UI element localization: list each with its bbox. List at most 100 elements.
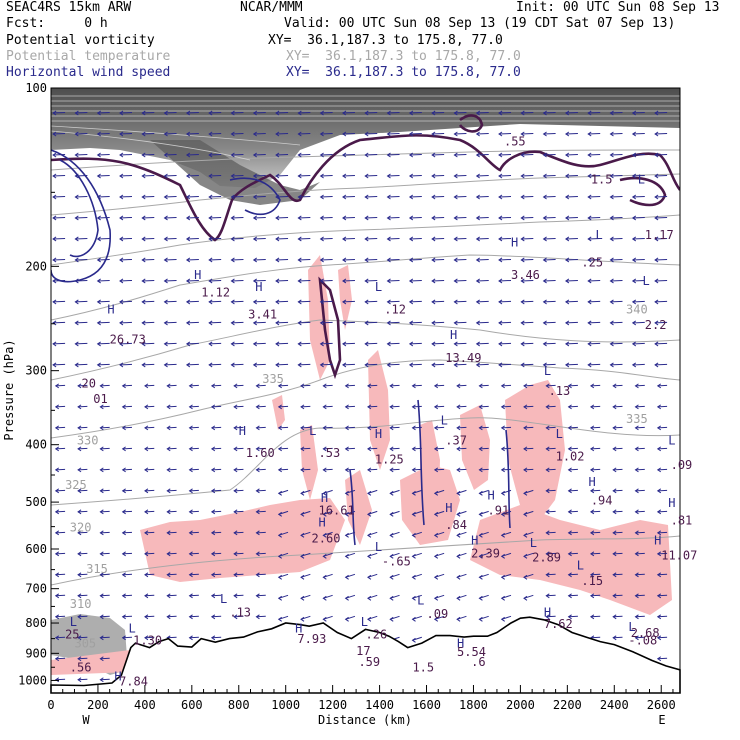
wind-vector: [565, 363, 578, 366]
wind-vector-head: [612, 572, 617, 578]
wind-vector-head: [587, 152, 592, 158]
wind-vector-head: [275, 362, 280, 368]
wind-vector-head: [565, 110, 570, 116]
wind-vector-head: [609, 152, 614, 158]
wind-vector-head: [656, 404, 662, 410]
wind-vector: [276, 133, 289, 135]
wind-vector: [412, 447, 422, 450]
wind-vector: [568, 405, 578, 408]
wind-vector-head: [344, 595, 349, 601]
x-tick-label: 2600: [647, 698, 676, 712]
wind-vector-head: [411, 446, 416, 452]
wind-vector-head: [386, 215, 391, 221]
wind-vector-head: [166, 572, 171, 578]
wind-vector: [432, 133, 445, 135]
wind-vector-head: [52, 257, 57, 263]
x-tick-label: 2400: [600, 698, 629, 712]
wind-vector: [234, 384, 244, 387]
wind-vector-head: [545, 593, 550, 599]
wind-vector-head: [208, 299, 213, 305]
wind-vector-head: [411, 425, 416, 431]
wind-vector-head: [342, 131, 347, 137]
wind-vector-head: [208, 110, 213, 116]
wind-vector-head: [208, 131, 213, 137]
terrain-profile: [50, 616, 681, 694]
wind-vector: [546, 531, 556, 534]
wind-vector-head: [565, 341, 570, 347]
wind-vector-head: [654, 257, 659, 263]
wind-vector-head: [188, 446, 193, 452]
wind-vector: [543, 133, 556, 135]
wind-vector: [189, 552, 199, 555]
wind-vector: [211, 384, 222, 387]
wind-vector: [55, 447, 66, 450]
wind-vector-head: [565, 152, 570, 158]
wind-vector-head: [208, 257, 213, 263]
extremum-value: 26.73: [110, 333, 146, 347]
wind-vector-head: [52, 299, 57, 305]
wind-vector-head: [300, 532, 305, 538]
wind-vector: [164, 216, 177, 219]
wind-vector: [53, 174, 66, 177]
wind-vector: [432, 237, 445, 240]
wind-vector: [521, 342, 534, 345]
wind-vector-head: [252, 362, 258, 368]
wind-vector-head: [520, 341, 525, 347]
wind-vector-head: [408, 194, 414, 200]
wind-vector-head: [297, 341, 302, 347]
wind-vector-head: [99, 446, 104, 452]
wind-vector: [387, 133, 400, 135]
wind-vector-head: [589, 446, 595, 452]
wind-vector: [367, 384, 378, 387]
wind-vector: [276, 195, 289, 198]
extremum-marker: L: [128, 622, 135, 636]
wind-vector-head: [163, 173, 168, 179]
wind-vector: [211, 615, 222, 618]
wind-vector-head: [542, 194, 547, 200]
wind-vector-head: [589, 530, 595, 536]
wind-vector: [75, 321, 88, 324]
wind-vector-head: [119, 257, 124, 263]
wind-vector: [568, 447, 578, 450]
wind-vector-head: [453, 236, 458, 242]
wind-vector-head: [322, 446, 327, 452]
wind-vector-head: [208, 173, 213, 179]
wind-vector-head: [121, 572, 126, 578]
wind-vector-head: [77, 425, 82, 431]
wind-vector-head: [523, 553, 528, 559]
wind-vector: [655, 174, 668, 177]
wind-vector-head: [565, 236, 570, 242]
wind-vector-head: [210, 488, 216, 494]
wind-vector-head: [500, 532, 505, 538]
wind-vector: [610, 174, 623, 177]
wind-vector: [635, 510, 645, 513]
wind-vector-head: [54, 467, 60, 473]
wind-vector: [119, 237, 132, 240]
wind-vector-head: [367, 467, 372, 473]
wind-vector: [635, 468, 645, 471]
wind-vector-head: [297, 236, 302, 242]
wind-vector: [479, 447, 489, 450]
wind-vector-head: [210, 614, 216, 620]
wind-vector: [434, 468, 445, 471]
wind-vector: [320, 154, 333, 156]
wind-vector-head: [498, 299, 503, 305]
wind-vector-head: [141, 152, 146, 158]
wind-vector: [100, 636, 110, 639]
wind-vector: [613, 531, 623, 534]
wind-vector: [632, 342, 645, 345]
wind-vector: [75, 363, 88, 366]
wind-vector: [142, 258, 155, 261]
wind-vector-head: [589, 509, 595, 515]
wind-vector-head: [545, 446, 550, 452]
wind-vector: [298, 237, 311, 240]
wind-vector: [167, 489, 177, 492]
wind-vector-head: [300, 511, 305, 517]
wind-vector-head: [344, 404, 349, 410]
wind-vector-head: [408, 215, 414, 221]
wind-vector: [657, 405, 668, 408]
wind-vector-head: [121, 488, 126, 494]
wind-vector-head: [277, 446, 283, 452]
wind-vector-head: [255, 488, 260, 494]
wind-vector: [276, 174, 289, 177]
